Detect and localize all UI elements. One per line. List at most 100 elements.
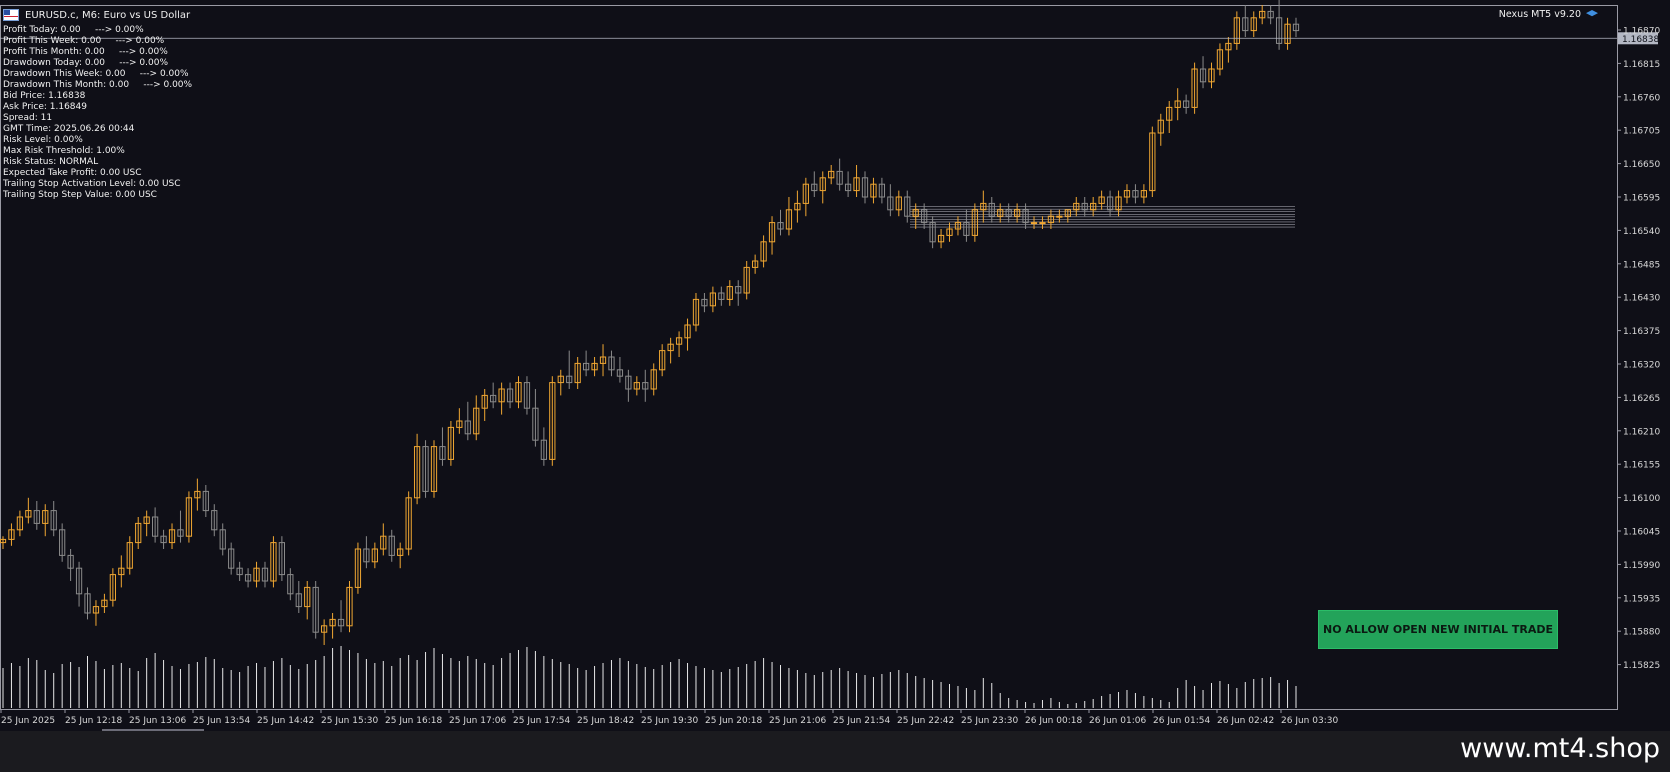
candle-body bbox=[439, 446, 446, 460]
candle-body bbox=[1191, 68, 1198, 108]
candle-body bbox=[904, 196, 911, 217]
candle-body bbox=[625, 375, 632, 390]
candle-body bbox=[118, 567, 125, 576]
candle-body bbox=[447, 426, 455, 460]
candle-body bbox=[726, 286, 733, 300]
candle-body bbox=[84, 593, 91, 614]
graduation-cap-icon bbox=[1586, 10, 1598, 17]
info-line: Bid Price: 1.16838 bbox=[3, 91, 86, 101]
info-line: Risk Level: 0.00% bbox=[3, 135, 83, 145]
candle-body bbox=[346, 586, 353, 627]
candle-body bbox=[244, 574, 252, 582]
candle-body bbox=[50, 510, 57, 531]
y-tick-label: 1.15880 bbox=[1623, 628, 1660, 638]
info-line: Profit This Week: 0.00 ---> 0.00% bbox=[3, 36, 165, 46]
candle-body bbox=[735, 286, 742, 294]
x-tick-label: 25 Jun 23:30 bbox=[961, 716, 1018, 726]
candle-body bbox=[785, 209, 793, 230]
candle-body bbox=[464, 420, 471, 435]
candle-body bbox=[211, 510, 218, 531]
candle-body bbox=[921, 209, 928, 224]
eu-flag-icon bbox=[3, 9, 19, 21]
bid-price-label: 1.16838 bbox=[1622, 35, 1659, 45]
candle-body bbox=[42, 510, 49, 524]
x-tick-label: 25 Jun 17:54 bbox=[513, 716, 570, 726]
candle-body bbox=[659, 350, 666, 371]
candle-body bbox=[997, 209, 1004, 217]
candle-body bbox=[971, 209, 978, 236]
y-tick-label: 1.16760 bbox=[1623, 93, 1660, 103]
candle-body bbox=[844, 183, 852, 192]
candle-body bbox=[1292, 23, 1300, 32]
candle-body bbox=[1166, 106, 1173, 121]
x-tick-label: 25 Jun 2025 bbox=[1, 716, 55, 726]
y-tick-label: 1.16650 bbox=[1623, 160, 1660, 170]
y-tick-label: 1.16320 bbox=[1623, 361, 1660, 371]
candle-body bbox=[1259, 10, 1266, 19]
candle-body bbox=[228, 548, 235, 569]
candle-body bbox=[185, 497, 193, 537]
trade-status-button[interactable]: NO ALLOW OPEN NEW INITIAL TRADE bbox=[1318, 610, 1558, 649]
candle-body bbox=[1275, 17, 1283, 44]
y-tick-label: 1.16485 bbox=[1623, 260, 1660, 270]
candle-body bbox=[67, 554, 74, 569]
candle-body bbox=[1073, 202, 1080, 211]
candle-body bbox=[954, 222, 962, 230]
candle-body bbox=[929, 222, 936, 243]
x-tick-label: 25 Jun 16:18 bbox=[385, 716, 442, 726]
candle-body bbox=[498, 388, 505, 403]
candle-body bbox=[557, 375, 564, 384]
candle-body bbox=[608, 356, 615, 371]
candle-body bbox=[963, 222, 970, 236]
candle-body bbox=[1123, 190, 1131, 198]
candle-body bbox=[895, 196, 902, 211]
candle-body bbox=[937, 234, 945, 243]
x-tick-label: 26 Jun 01:54 bbox=[1153, 716, 1210, 726]
candle-body bbox=[1056, 215, 1063, 218]
candle-body bbox=[1183, 100, 1190, 108]
info-line: Ask Price: 1.16849 bbox=[3, 102, 87, 112]
candle-body bbox=[270, 542, 277, 582]
y-tick-label: 1.16595 bbox=[1623, 194, 1660, 204]
candle-body bbox=[59, 529, 66, 556]
candle-body bbox=[574, 362, 581, 384]
candle-body bbox=[151, 516, 159, 537]
y-tick-label: 1.16210 bbox=[1623, 427, 1660, 437]
candle-body bbox=[853, 177, 860, 192]
candle-body bbox=[1242, 17, 1249, 32]
candle-body bbox=[743, 266, 750, 294]
candle-body bbox=[1081, 202, 1088, 211]
candle-body bbox=[549, 382, 556, 460]
info-line: Trailing Stop Activation Level: 0.00 USC bbox=[3, 179, 181, 189]
candle-body bbox=[1267, 10, 1274, 19]
candle-body bbox=[160, 535, 167, 544]
info-line: Risk Status: NORMAL bbox=[3, 157, 99, 167]
y-tick-label: 1.16045 bbox=[1623, 528, 1660, 538]
x-tick-label: 26 Jun 02:42 bbox=[1217, 716, 1274, 726]
candle-body bbox=[380, 535, 387, 550]
chart-scrollbar[interactable] bbox=[102, 729, 204, 731]
expert-advisor-label[interactable]: Nexus MT5 v9.20 bbox=[1499, 9, 1598, 20]
x-tick-label: 25 Jun 14:42 bbox=[257, 716, 314, 726]
candle-body bbox=[126, 542, 133, 569]
candle-body bbox=[1064, 209, 1071, 217]
candle-body bbox=[337, 618, 345, 627]
candle-body bbox=[371, 548, 378, 563]
candle-body bbox=[1047, 215, 1055, 224]
candle-body bbox=[1250, 17, 1257, 32]
candle-body bbox=[591, 362, 598, 371]
x-tick-label: 25 Jun 22:42 bbox=[897, 716, 954, 726]
info-line: Profit This Month: 0.00 ---> 0.00% bbox=[3, 47, 168, 57]
candle-body bbox=[642, 382, 649, 390]
candle-body bbox=[515, 382, 522, 403]
candle-body bbox=[523, 382, 531, 409]
info-line: Profit Today: 0.00 ---> 0.00% bbox=[3, 25, 144, 35]
candle-body bbox=[667, 343, 674, 352]
candle-body bbox=[802, 183, 809, 204]
candle-body bbox=[582, 362, 590, 371]
candle-body bbox=[532, 407, 539, 441]
candle-body bbox=[363, 548, 370, 563]
candle-body bbox=[633, 382, 640, 390]
